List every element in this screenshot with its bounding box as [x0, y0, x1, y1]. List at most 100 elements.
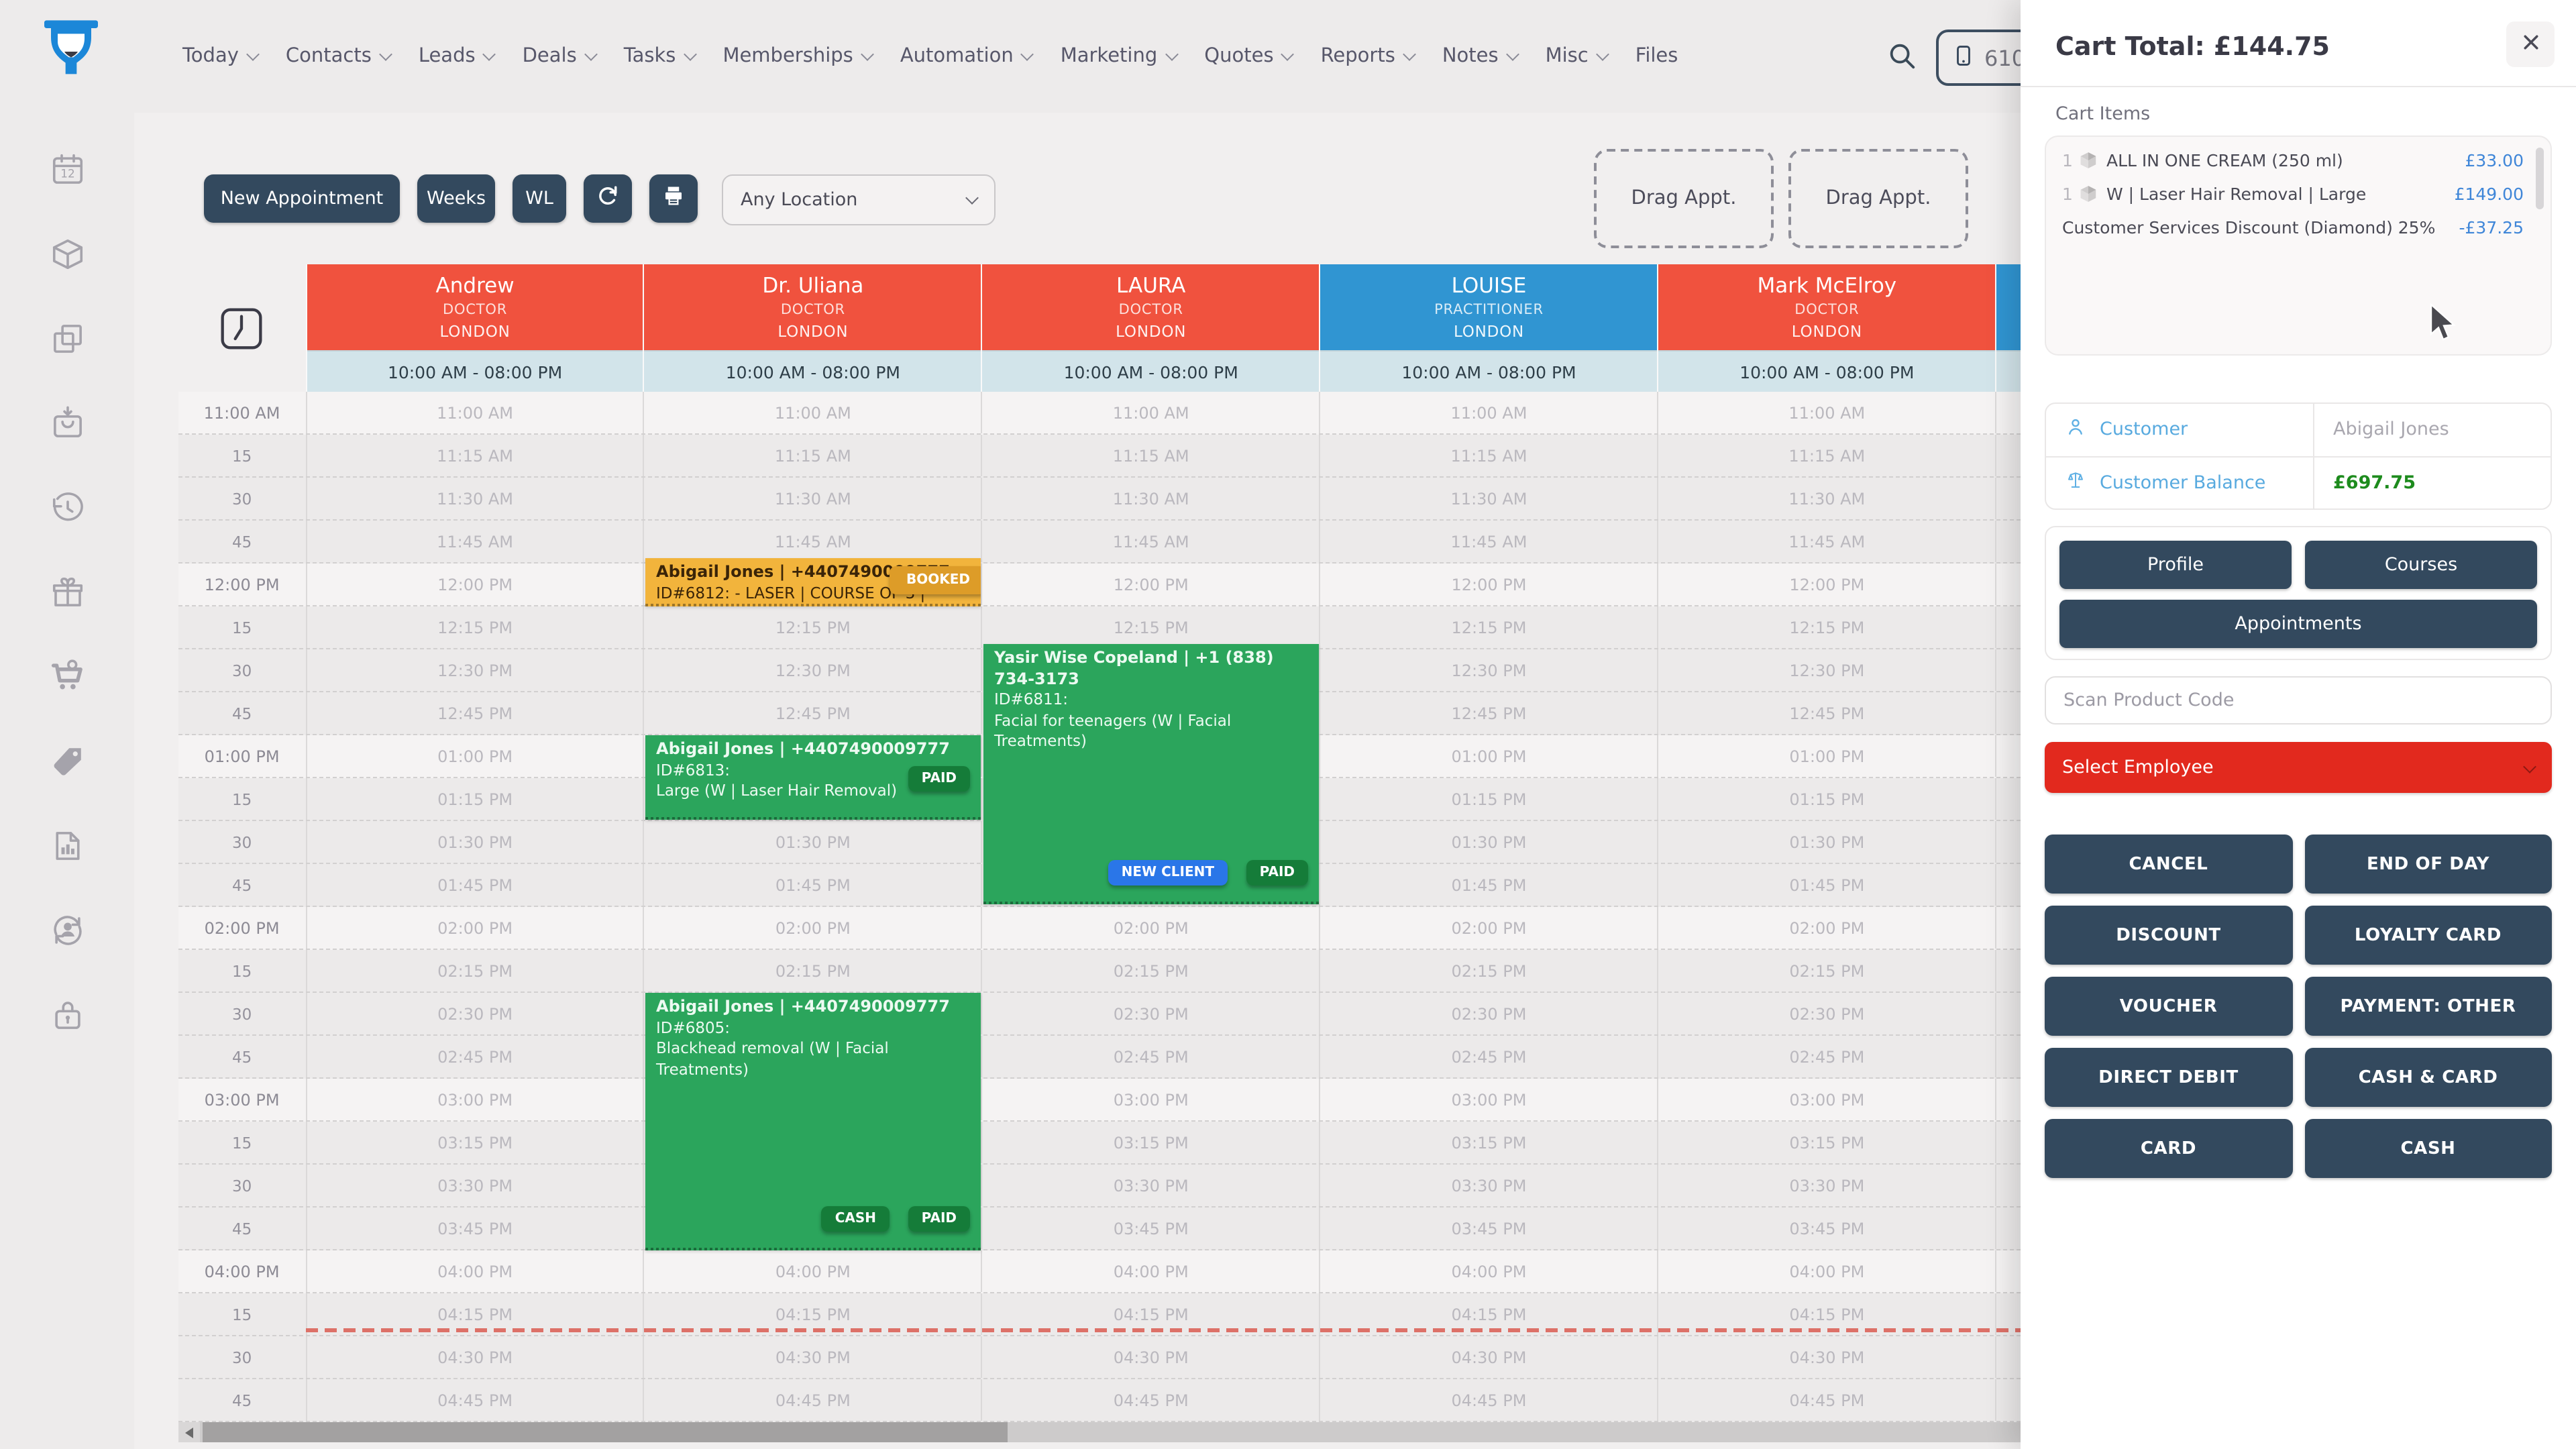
print-button[interactable]: [649, 174, 698, 223]
nav-item-quotes[interactable]: Quotes: [1204, 46, 1295, 67]
slot-0400pm[interactable]: 04:00 PM: [643, 1250, 981, 1292]
slot-0245pm[interactable]: 02:45 PM: [1319, 1036, 1658, 1077]
slot-0445pm[interactable]: 04:45 PM: [1657, 1379, 1995, 1421]
slot-1200pm[interactable]: 12:00 PM: [981, 564, 1320, 605]
copy-icon[interactable]: [48, 319, 86, 357]
slot-1100am[interactable]: 11:00 AM: [1657, 392, 1995, 433]
scroll-left-arrow[interactable]: [178, 1422, 200, 1442]
slot-0245pm[interactable]: 02:45 PM: [981, 1036, 1320, 1077]
nav-item-misc[interactable]: Misc: [1546, 46, 1609, 67]
slot-0445pm[interactable]: 04:45 PM: [1319, 1379, 1658, 1421]
slot-0130pm[interactable]: 01:30 PM: [643, 821, 981, 863]
slot-0345pm[interactable]: 03:45 PM: [305, 1208, 643, 1249]
slot-0345pm[interactable]: 03:45 PM: [1657, 1208, 1995, 1249]
slot-0400pm[interactable]: 04:00 PM: [1657, 1250, 1995, 1292]
nav-item-leads[interactable]: Leads: [419, 46, 496, 67]
location-select[interactable]: Any Location: [722, 174, 996, 225]
slot-1115am[interactable]: 11:15 AM: [1657, 435, 1995, 476]
slot-1215pm[interactable]: 12:15 PM: [1319, 606, 1658, 648]
horizontal-scrollbar[interactable]: [178, 1422, 2021, 1442]
slot-0415pm[interactable]: 04:15 PM: [1657, 1293, 1995, 1335]
slot-partial[interactable]: [1995, 821, 2021, 863]
slot-partial[interactable]: [1995, 907, 2021, 949]
slot-0345pm[interactable]: 03:45 PM: [981, 1208, 1320, 1249]
nav-item-marketing[interactable]: Marketing: [1061, 46, 1179, 67]
price-tag-icon[interactable]: [48, 742, 86, 780]
slot-1245pm[interactable]: 12:45 PM: [643, 692, 981, 734]
slot-1200pm[interactable]: 12:00 PM: [1657, 564, 1995, 605]
slot-0345pm[interactable]: 03:45 PM: [1319, 1208, 1658, 1249]
slot-0400pm[interactable]: 04:00 PM: [981, 1250, 1320, 1292]
profile-button[interactable]: Profile: [2059, 541, 2292, 589]
nav-item-deals[interactable]: Deals: [523, 46, 598, 67]
payment-button-payment-other[interactable]: PAYMENT: OTHER: [2304, 977, 2552, 1036]
slot-partial[interactable]: [1995, 606, 2021, 648]
slot-0130pm[interactable]: 01:30 PM: [1319, 821, 1658, 863]
slot-0145pm[interactable]: 01:45 PM: [305, 864, 643, 906]
slot-0200pm[interactable]: 02:00 PM: [1319, 907, 1658, 949]
slot-1145am[interactable]: 11:45 AM: [1319, 521, 1658, 562]
slot-1130am[interactable]: 11:30 AM: [643, 478, 981, 519]
nav-item-contacts[interactable]: Contacts: [286, 46, 392, 67]
slot-0200pm[interactable]: 02:00 PM: [1657, 907, 1995, 949]
slot-partial[interactable]: [1995, 1250, 2021, 1292]
slot-partial[interactable]: [1995, 778, 2021, 820]
slot-1230pm[interactable]: 12:30 PM: [305, 649, 643, 691]
slot-1230pm[interactable]: 12:30 PM: [1319, 649, 1658, 691]
slot-partial[interactable]: [1995, 735, 2021, 777]
refresh-button[interactable]: [584, 174, 632, 223]
slot-0115pm[interactable]: 01:15 PM: [1657, 778, 1995, 820]
slot-0315pm[interactable]: 03:15 PM: [981, 1122, 1320, 1163]
cart-item-row[interactable]: 1 ALL IN ONE CREAM (250 ml) £33.00: [2062, 150, 2524, 174]
bag-download-icon[interactable]: [48, 404, 86, 441]
slot-partial[interactable]: [1995, 1036, 2021, 1077]
slot-1145am[interactable]: 11:45 AM: [643, 521, 981, 562]
slot-1145am[interactable]: 11:45 AM: [981, 521, 1320, 562]
payment-button-discount[interactable]: DISCOUNT: [2045, 906, 2292, 965]
user-sync-icon[interactable]: [48, 911, 86, 949]
slot-0230pm[interactable]: 02:30 PM: [305, 993, 643, 1034]
slot-1115am[interactable]: 11:15 AM: [643, 435, 981, 476]
nav-item-automation[interactable]: Automation: [900, 46, 1034, 67]
slot-1145am[interactable]: 11:45 AM: [305, 521, 643, 562]
slot-0330pm[interactable]: 03:30 PM: [1657, 1165, 1995, 1206]
nav-item-notes[interactable]: Notes: [1442, 46, 1519, 67]
slot-partial[interactable]: [1995, 864, 2021, 906]
slot-1230pm[interactable]: 12:30 PM: [1657, 649, 1995, 691]
slot-1115am[interactable]: 11:15 AM: [1319, 435, 1658, 476]
slot-partial[interactable]: [1995, 649, 2021, 691]
slot-0415pm[interactable]: 04:15 PM: [1319, 1293, 1658, 1335]
slot-partial[interactable]: [1995, 692, 2021, 734]
slot-partial[interactable]: [1995, 993, 2021, 1034]
slot-0200pm[interactable]: 02:00 PM: [643, 907, 981, 949]
cart-icon[interactable]: [48, 657, 86, 695]
nav-item-files[interactable]: Files: [1635, 46, 1678, 67]
slot-1215pm[interactable]: 12:15 PM: [643, 606, 981, 648]
slot-0315pm[interactable]: 03:15 PM: [305, 1122, 643, 1163]
appointment-card-1[interactable]: Abigail Jones | +4407490009777 ID#6812: -…: [645, 558, 981, 606]
slot-0145pm[interactable]: 01:45 PM: [1657, 864, 1995, 906]
payment-button-voucher[interactable]: VOUCHER: [2045, 977, 2292, 1036]
balance-label-cell[interactable]: Customer Balance: [2046, 457, 2314, 508]
slot-partial[interactable]: [1995, 1379, 2021, 1421]
slot-1245pm[interactable]: 12:45 PM: [1657, 692, 1995, 734]
slot-0315pm[interactable]: 03:15 PM: [1657, 1122, 1995, 1163]
slot-0430pm[interactable]: 04:30 PM: [643, 1336, 981, 1378]
payment-button-loyalty-card[interactable]: LOYALTY CARD: [2304, 906, 2552, 965]
payment-button-cancel[interactable]: CANCEL: [2045, 835, 2292, 894]
waitlist-button[interactable]: WL: [513, 174, 566, 223]
drag-appointment-slot-2[interactable]: Drag Appt.: [1788, 149, 1968, 248]
slot-0300pm[interactable]: 03:00 PM: [981, 1079, 1320, 1120]
horizontal-scrollbar-thumb[interactable]: [203, 1422, 1008, 1442]
customer-value-cell[interactable]: Abigail Jones: [2314, 404, 2551, 455]
slot-0130pm[interactable]: 01:30 PM: [305, 821, 643, 863]
slot-partial[interactable]: [1995, 1293, 2021, 1335]
scan-product-code-input[interactable]: [2045, 676, 2552, 724]
staff-column-header[interactable]: LAURA DOCTOR LONDON: [982, 264, 1320, 351]
slot-1215pm[interactable]: 12:15 PM: [1657, 606, 1995, 648]
slot-partial[interactable]: [1995, 1079, 2021, 1120]
slot-0130pm[interactable]: 01:30 PM: [1657, 821, 1995, 863]
cart-items-scrollbar-thumb[interactable]: [2536, 148, 2544, 209]
payment-button-direct-debit[interactable]: DIRECT DEBIT: [2045, 1048, 2292, 1107]
history-icon[interactable]: [48, 488, 86, 526]
